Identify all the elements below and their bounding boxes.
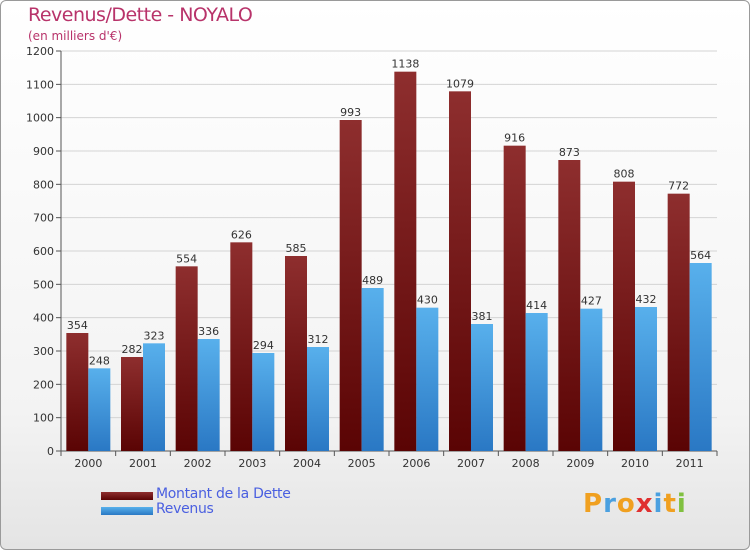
x-tick-label: 2007 [457,457,485,470]
logo-letter: P [583,489,604,519]
value-label-debt: 554 [176,252,197,265]
legend-swatch-revenue [101,507,153,515]
logo-letter: x [635,489,654,519]
value-label-debt: 916 [504,132,525,145]
logo-letter: i [653,489,664,519]
y-tick-label: 1000 [26,112,54,125]
x-tick-label: 2003 [238,457,266,470]
value-label-revenue: 430 [417,294,438,307]
bar-debt [121,357,143,451]
chart-subtitle: (en milliers d'€) [28,29,123,43]
bar-revenue [689,263,712,451]
value-label-revenue: 323 [144,329,165,342]
bar-revenue [307,347,329,451]
legend-label-revenue: Revenus [156,501,214,517]
value-label-revenue: 414 [526,299,547,312]
value-label-revenue: 294 [253,339,274,352]
y-tick-label: 900 [33,145,54,158]
bar-revenue [416,307,439,451]
logo-letter: i [676,489,687,519]
x-tick-label: 2008 [512,457,540,470]
y-tick-label: 1100 [26,78,54,91]
bar-debt [285,256,307,451]
y-tick-label: 700 [33,212,54,225]
bar-debt [230,242,253,451]
x-tick-label: 2009 [566,457,594,470]
x-tick-label: 2006 [402,457,430,470]
y-tick-label: 300 [33,345,54,358]
logo-letter: o [616,489,636,519]
y-tick-label: 800 [33,178,54,191]
bar-revenue [471,324,493,451]
bar-revenue [197,339,220,451]
value-label-debt: 1079 [446,77,474,90]
bar-revenue [143,343,165,451]
bar-revenue [525,313,548,451]
value-label-debt: 282 [122,343,143,356]
bar-debt [66,333,89,451]
proxiti-logo: Proxiti [583,489,687,519]
y-tick-label: 600 [33,245,54,258]
bar-debt [449,91,471,451]
value-label-revenue: 427 [581,295,602,308]
x-tick-label: 2004 [293,457,321,470]
value-label-revenue: 489 [362,274,383,287]
x-tick-label: 2002 [184,457,212,470]
bar-revenue [635,307,657,451]
x-tick-label: 2005 [348,457,376,470]
value-label-debt: 808 [614,168,635,181]
y-tick-label: 1200 [26,45,54,58]
value-label-revenue: 564 [690,249,711,262]
logo-letter: r [603,489,617,519]
x-tick-label: 2010 [621,457,649,470]
bar-debt [613,181,635,451]
bar-debt [558,160,581,451]
x-tick-label: 2000 [74,457,102,470]
y-tick-label: 500 [33,278,54,291]
value-label-revenue: 248 [89,354,110,367]
y-tick-label: 0 [47,445,54,458]
value-label-revenue: 432 [636,293,657,306]
bar-debt [339,120,362,451]
value-label-debt: 873 [559,146,580,159]
legend-label-debt: Montant de la Dette [156,486,291,502]
bar-revenue [252,353,275,451]
bar-debt [394,71,417,452]
value-label-revenue: 381 [472,310,493,323]
y-tick-label: 400 [33,312,54,325]
bar-debt [175,266,198,451]
value-label-debt: 1138 [391,58,419,71]
value-label-debt: 626 [231,228,252,241]
value-label-debt: 585 [286,242,307,255]
bar-debt [667,193,690,451]
value-label-debt: 772 [668,180,689,193]
x-tick-label: 2011 [676,457,704,470]
y-tick-label: 100 [33,412,54,425]
bar-revenue [88,368,111,451]
legend-swatch-debt [101,492,153,500]
y-tick-label: 200 [33,378,54,391]
chart-title: Revenus/Dette - NOYALO [28,4,253,26]
value-label-revenue: 312 [308,333,329,346]
value-label-debt: 993 [340,106,361,119]
logo-letter: t [663,489,677,519]
bar-revenue [361,288,384,451]
bar-debt [503,145,526,451]
x-tick-label: 2001 [129,457,157,470]
bar-revenue [580,308,603,451]
value-label-revenue: 336 [198,325,219,338]
value-label-debt: 354 [67,319,88,332]
